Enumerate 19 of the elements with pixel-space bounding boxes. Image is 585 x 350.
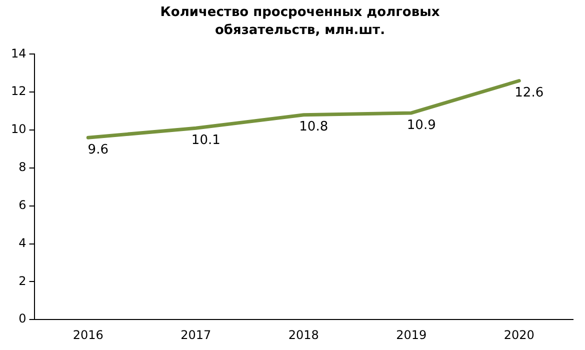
y-tick-label: 4 xyxy=(18,236,26,250)
data-label: 10.1 xyxy=(191,133,220,148)
y-tick-label: 2 xyxy=(18,274,26,288)
data-label: 10.9 xyxy=(406,118,436,133)
y-tick-label: 6 xyxy=(18,198,26,212)
y-tick-label: 0 xyxy=(18,312,26,326)
x-tick-label: 2019 xyxy=(396,328,427,342)
y-tick-label: 14 xyxy=(10,46,26,60)
x-tick-label: 2018 xyxy=(288,328,319,342)
x-tick-label: 2020 xyxy=(504,328,534,342)
y-tick-label: 8 xyxy=(18,160,26,174)
y-tick-label: 12 xyxy=(10,84,26,98)
x-tick-label: 2017 xyxy=(180,328,212,342)
data-label: 9.6 xyxy=(88,142,108,158)
data-label: 10.8 xyxy=(299,120,328,135)
y-tick-label: 10 xyxy=(10,122,26,136)
chart-title: Количество просроченных долговых обязательств, млн.шт. xyxy=(159,4,441,40)
data-label: 12.6 xyxy=(514,86,544,101)
x-tick-label: 2016 xyxy=(72,328,104,342)
